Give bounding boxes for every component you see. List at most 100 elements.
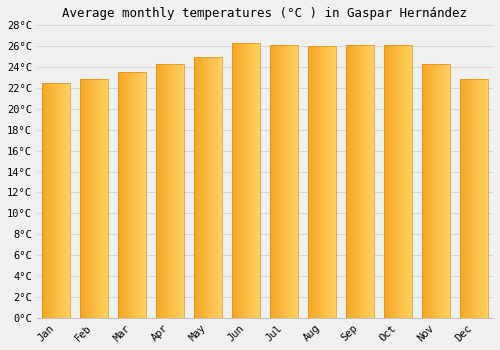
Bar <box>486 78 487 318</box>
Bar <box>128 72 129 318</box>
Bar <box>424 64 426 318</box>
Bar <box>167 64 168 318</box>
Bar <box>357 45 358 318</box>
Bar <box>129 72 130 318</box>
Bar <box>81 78 82 318</box>
Bar <box>438 64 439 318</box>
Bar <box>440 64 442 318</box>
Bar <box>484 78 486 318</box>
Bar <box>332 46 334 318</box>
Bar <box>297 45 298 318</box>
Bar <box>430 64 432 318</box>
Bar <box>334 46 335 318</box>
Bar <box>250 43 252 318</box>
Bar <box>43 83 44 318</box>
Bar <box>392 45 394 318</box>
Bar <box>249 43 250 318</box>
Bar <box>395 45 396 318</box>
Bar <box>205 57 206 318</box>
Bar <box>443 64 444 318</box>
Bar <box>278 45 280 318</box>
Bar <box>210 57 211 318</box>
Bar <box>385 45 386 318</box>
Bar <box>166 64 167 318</box>
Bar <box>215 57 216 318</box>
Bar <box>63 83 64 318</box>
Bar <box>234 43 236 318</box>
Bar <box>309 46 310 318</box>
Bar <box>164 64 166 318</box>
Bar <box>386 45 388 318</box>
Bar <box>363 45 364 318</box>
Bar <box>433 64 434 318</box>
Bar <box>90 78 91 318</box>
Bar <box>284 45 286 318</box>
Bar <box>68 83 70 318</box>
Bar <box>101 78 102 318</box>
Bar <box>258 43 259 318</box>
Bar <box>391 45 392 318</box>
Bar <box>439 64 440 318</box>
Bar <box>384 45 385 318</box>
Bar <box>310 46 312 318</box>
Bar <box>80 78 108 318</box>
Bar <box>271 45 272 318</box>
Bar <box>56 83 57 318</box>
Bar <box>476 78 477 318</box>
Bar <box>368 45 370 318</box>
Bar <box>422 64 450 318</box>
Bar <box>211 57 212 318</box>
Bar <box>130 72 132 318</box>
Bar <box>84 78 86 318</box>
Bar <box>460 78 461 318</box>
Bar <box>360 45 362 318</box>
Bar <box>350 45 352 318</box>
Bar <box>242 43 243 318</box>
Bar <box>96 78 98 318</box>
Bar <box>471 78 472 318</box>
Bar <box>248 43 249 318</box>
Bar <box>44 83 46 318</box>
Bar <box>404 45 405 318</box>
Bar <box>477 78 478 318</box>
Bar <box>239 43 240 318</box>
Bar <box>442 64 443 318</box>
Bar <box>50 83 51 318</box>
Bar <box>347 45 348 318</box>
Bar <box>246 43 248 318</box>
Bar <box>405 45 406 318</box>
Bar <box>372 45 373 318</box>
Bar <box>481 78 482 318</box>
Bar <box>444 64 446 318</box>
Bar <box>325 46 326 318</box>
Bar <box>259 43 260 318</box>
Bar <box>202 57 203 318</box>
Bar <box>429 64 430 318</box>
Bar <box>54 83 56 318</box>
Bar <box>315 46 316 318</box>
Bar <box>94 78 96 318</box>
Bar <box>174 64 176 318</box>
Bar <box>362 45 363 318</box>
Bar <box>482 78 484 318</box>
Bar <box>156 64 157 318</box>
Bar <box>200 57 201 318</box>
Bar <box>218 57 220 318</box>
Bar <box>82 78 84 318</box>
Bar <box>470 78 471 318</box>
Bar <box>106 78 108 318</box>
Bar <box>461 78 462 318</box>
Bar <box>139 72 140 318</box>
Bar <box>138 72 139 318</box>
Bar <box>335 46 336 318</box>
Bar <box>312 46 314 318</box>
Bar <box>426 64 428 318</box>
Bar <box>144 72 146 318</box>
Bar <box>196 57 198 318</box>
Bar <box>160 64 162 318</box>
Bar <box>276 45 277 318</box>
Bar <box>291 45 292 318</box>
Bar <box>100 78 101 318</box>
Bar <box>62 83 63 318</box>
Bar <box>212 57 214 318</box>
